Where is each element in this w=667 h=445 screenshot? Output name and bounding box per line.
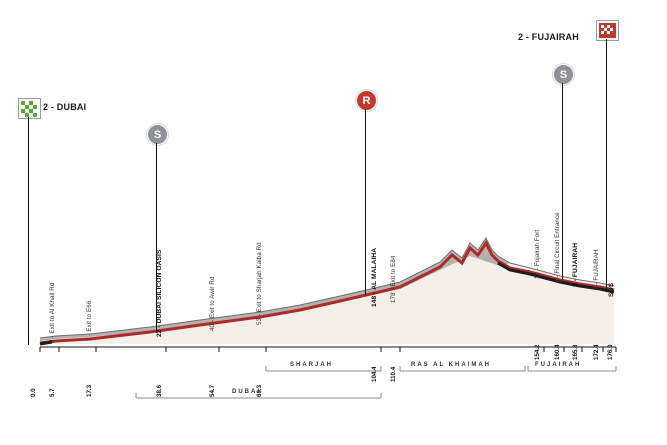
sprint-badge-glyph: S <box>153 128 162 141</box>
road-label-sharjah-kalba: 53 - Exit to Sharjah Kalba Rd <box>256 242 263 325</box>
road-label-awir: 40 - Exit to Awir Rd <box>209 276 216 332</box>
road-band-dark <box>497 261 615 294</box>
start-city-label: 2 - DUBAI <box>43 102 87 112</box>
sprint-badge-glyph-2: S <box>559 68 568 81</box>
km-label-1: 5.7 <box>49 388 56 397</box>
start-flag-icon <box>18 98 41 119</box>
km-label-9: 160.4 <box>554 344 561 360</box>
finish-city-label: 2 - FUJAIRAH <box>518 32 579 42</box>
kom-badge-glyph: R <box>362 94 371 107</box>
km-label-0: 0.0 <box>30 388 37 397</box>
kom-stem <box>365 109 366 295</box>
road-label-sos: SOS <box>608 282 615 297</box>
sprint-stem-1 <box>156 143 157 333</box>
km-label-4: 54.7 <box>209 384 216 397</box>
road-label-circuit: 6 - Final Circuit Entrance <box>554 212 561 283</box>
road-label-fujairah-fort: 12 - Fujairah Fort <box>534 229 541 279</box>
sprint-marker-fujairah[interactable]: S <box>553 64 574 85</box>
road-band-dark-start <box>39 340 53 346</box>
road-label-al-khail: 8 - Exit to Al Khail Rd <box>49 282 56 343</box>
road-label-al-malaiha: 148 - AL MALAIHA <box>371 247 378 307</box>
km-ticks <box>39 347 617 352</box>
section-label-fujairah: FUJAIRAH <box>535 362 582 368</box>
km-label-7: 110.4 <box>390 366 397 382</box>
km-label-3: 38.6 <box>156 384 163 397</box>
km-label-2: 17.3 <box>86 384 93 397</box>
start-stem <box>28 117 29 345</box>
km-label-11: 172.4 <box>593 344 600 360</box>
section-label-ras-al-khaimah: RAS AL KHAIMAH <box>411 362 491 368</box>
km-label-8: 154.2 <box>534 344 541 360</box>
section-label-sharjah: SHARJAH <box>290 362 334 368</box>
km-label-12: 176.0 <box>607 344 614 360</box>
km-label-6: 104.4 <box>371 366 378 382</box>
sprint-stem-2 <box>562 83 563 280</box>
profile-line <box>39 237 615 339</box>
finish-stem <box>606 39 607 292</box>
finish-flag-icon <box>596 20 619 41</box>
road-label-fujairah-2: 2 - FUJAIRAH <box>593 249 600 290</box>
km-label-10: 165.8 <box>572 344 579 360</box>
road-label-e66: 3 - Exit to E66 <box>86 300 93 341</box>
road-band-red <box>39 240 615 345</box>
road-label-silicon-oasis: 22 - DUBAI SILICON OASIS <box>156 249 163 337</box>
section-label-dubai: DUBAI <box>232 389 261 395</box>
section-bars <box>135 366 617 399</box>
road-label-fujairah-1: 2 - FUJAIRAH <box>572 242 579 287</box>
kom-marker-al-malaiha[interactable]: R <box>356 90 377 111</box>
sprint-marker-dubai-silicon-oasis[interactable]: S <box>147 124 168 145</box>
profile-fill-light <box>40 238 614 344</box>
road-label-e84: 178 - Exit to E84 <box>390 255 397 303</box>
